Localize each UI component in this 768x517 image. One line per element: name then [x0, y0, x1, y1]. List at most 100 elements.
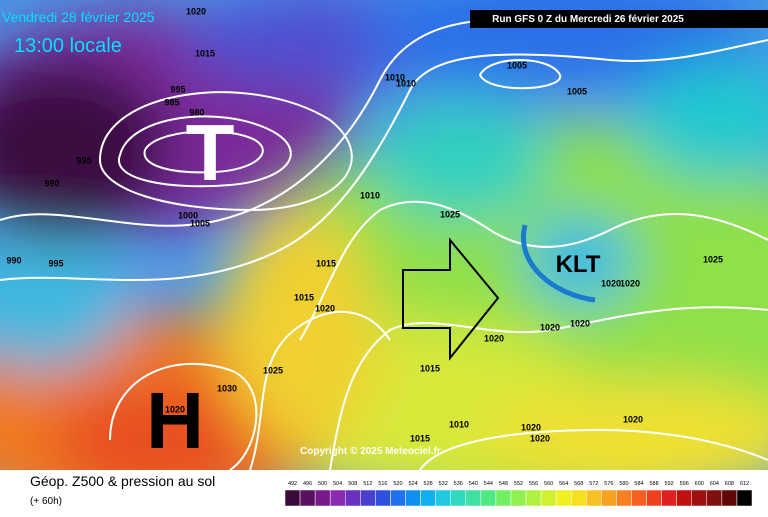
low-marker: T	[186, 108, 235, 197]
colorbar-cell	[314, 489, 331, 507]
isobar-label: 980	[189, 107, 204, 117]
colorbar-label: 512	[363, 481, 372, 487]
colorbar-label: 548	[499, 481, 508, 487]
colorbar-cell	[706, 489, 723, 507]
isobar-label: 1025	[263, 365, 283, 375]
colorbar-cell	[510, 489, 527, 507]
colorbar-cell	[676, 489, 692, 507]
colorbar-cell	[299, 489, 316, 507]
colorbar-cell	[390, 489, 406, 507]
colorbar-label: 496	[303, 481, 312, 487]
colorbar-label: 568	[574, 481, 583, 487]
isobar-label: 1020	[623, 414, 643, 424]
isobar-label: 1015	[294, 292, 314, 302]
isobar-label: 1020	[620, 278, 640, 288]
colorbar-cell	[736, 489, 753, 507]
isobar-label: 1010	[385, 72, 405, 82]
colorbar-label: 524	[408, 481, 417, 487]
run-box	[470, 10, 768, 28]
isobar-label: 1020	[484, 333, 504, 343]
colorbar-label: 528	[424, 481, 433, 487]
isobar-label: 985	[164, 97, 179, 107]
colorbar: 492 496 500 504 508 512 516 520 524 528 532 536 540 5…	[284, 481, 753, 507]
isobar-label: 1020	[530, 433, 550, 443]
colorbar-cell	[345, 489, 361, 507]
isobar-label: 1020	[540, 322, 560, 332]
arrow	[402, 237, 500, 361]
colorbar-cell	[646, 489, 662, 507]
isobar-label: 1015	[410, 433, 430, 443]
colorbar-label: 544	[484, 481, 493, 487]
feature-label: KLT	[556, 251, 601, 278]
colorbar-cell	[661, 489, 677, 507]
colorbar-label: 508	[348, 481, 357, 487]
colorbar-label: 536	[454, 481, 463, 487]
isobar-label: 1025	[703, 254, 723, 264]
isobar-label: 1010	[449, 419, 469, 429]
colorbar-cell	[465, 489, 482, 507]
legend-title: Géop. Z500 & pression au sol	[30, 473, 215, 489]
isobar-label: 995	[170, 84, 185, 94]
high-marker: H	[146, 376, 204, 465]
run-info: Run GFS 0 Z du Mercredi 26 février 2025	[492, 14, 684, 25]
colorbar-label: 600	[695, 481, 704, 487]
isobar-label: 1030	[217, 383, 237, 393]
isobar-label: 1020	[315, 303, 335, 313]
colorbar-label: 588	[649, 481, 658, 487]
isobar-label: 990	[44, 178, 59, 188]
isobar-label: 1005	[190, 218, 210, 228]
isobar-label: 1010	[396, 78, 416, 88]
colorbar-label: 604	[710, 481, 719, 487]
isobar-label: 1000	[178, 210, 198, 220]
colorbar-label: 532	[439, 481, 448, 487]
colorbar-label: 556	[529, 481, 538, 487]
colorbar-label: 592	[665, 481, 674, 487]
isobar-label: 1005	[507, 60, 527, 70]
isobar-label: 1015	[316, 258, 336, 268]
colorbar-label: 596	[680, 481, 689, 487]
colorbar-cell	[525, 489, 542, 507]
colorbar-label: 584	[634, 481, 643, 487]
isobar-label: 1020	[570, 318, 590, 328]
isobar-label: 1025	[440, 209, 460, 219]
isobar-label: 995	[76, 155, 91, 165]
colorbar-label: 612	[740, 481, 749, 487]
isobar-label: 1005	[567, 86, 587, 96]
copyright: Copyright © 2025 Meteociel.fr	[300, 446, 441, 457]
isobar-label: 1020	[186, 6, 206, 16]
isobar-label: 995	[48, 258, 63, 268]
colorbar-label: 560	[544, 481, 553, 487]
date: Vendredi 28 février 2025	[2, 9, 155, 25]
colorbar-cell	[540, 489, 557, 507]
colorbar-cell	[631, 489, 647, 507]
colorbar-cell	[405, 489, 421, 507]
colorbar-cell	[360, 489, 376, 507]
isobar-label: 1015	[420, 363, 440, 373]
colorbar-cell	[616, 489, 632, 507]
colorbar-cell	[284, 489, 301, 507]
time: 13:00 locale	[14, 35, 122, 57]
colorbar-label: 520	[393, 481, 402, 487]
colorbar-label: 580	[619, 481, 628, 487]
colorbar-label: 572	[589, 481, 598, 487]
colorbar-label: 500	[318, 481, 327, 487]
colorbar-cell	[420, 489, 436, 507]
isobar-label: 990	[6, 255, 21, 265]
colorbar-cell	[450, 489, 467, 507]
isobar-label: 1020	[165, 404, 185, 414]
colorbar-label: 504	[333, 481, 342, 487]
colorbar-label: 576	[604, 481, 613, 487]
isobar-label: 1020	[601, 278, 621, 288]
isobar-label: 1015	[195, 48, 215, 58]
isobar-label: 1020	[521, 422, 541, 432]
colorbar-cell	[435, 489, 451, 507]
isobar-label: 1010	[360, 190, 380, 200]
colorbar-cell	[691, 489, 708, 507]
legend-lead: (+ 60h)	[30, 496, 62, 507]
colorbar-cell	[721, 489, 738, 507]
colorbar-cell	[586, 489, 602, 507]
colorbar-cell	[495, 489, 512, 507]
colorbar-label: 552	[514, 481, 523, 487]
